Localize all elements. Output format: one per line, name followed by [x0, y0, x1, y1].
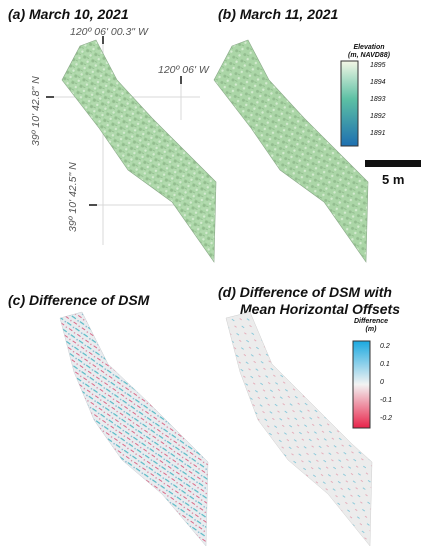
- elevation-colorbar: [340, 60, 359, 147]
- elevation-tick-1893: 1893: [370, 96, 386, 103]
- difference-tick-0: 0: [380, 379, 384, 386]
- scale-bar: [365, 160, 421, 167]
- difference-tick-neg-0-2: -0.2: [380, 415, 393, 422]
- difference-legend-title-line1: Difference: [353, 318, 389, 325]
- elevation-tick-1895: 1895: [370, 62, 386, 69]
- difference-colorbar: [352, 340, 371, 429]
- panel-d-title-line1: (d) Difference of DSM with: [218, 284, 392, 300]
- difference-legend-title-line2: (m): [365, 326, 377, 333]
- elevation-legend-title: Elevation (m, NAVD88): [334, 44, 404, 60]
- elevation-tick-1894: 1894: [370, 79, 386, 86]
- longitude-label-2: 120º 06' W: [158, 64, 209, 76]
- panel-a-title: (a) March 10, 2021: [8, 6, 129, 22]
- longitude-label-1: 120º 06' 00.3" W: [70, 26, 148, 38]
- panel-d-title-line2: Mean Horizontal Offsets: [240, 301, 400, 317]
- difference-tick-0-2: 0.2: [380, 343, 390, 350]
- scale-bar-label: 5 m: [382, 172, 405, 187]
- panel-b-title: (b) March 11, 2021: [218, 6, 339, 22]
- difference-tick-neg-0-1: -0.1: [380, 397, 393, 404]
- elevation-tick-1892: 1892: [370, 113, 386, 120]
- elevation-tick-1891: 1891: [370, 130, 386, 137]
- difference-tick-0-1: 0.1: [380, 361, 390, 368]
- difference-legend-title: Difference (m): [342, 318, 400, 334]
- panel-c-title: (c) Difference of DSM: [8, 292, 150, 308]
- elevation-legend-title-line1: Elevation: [353, 44, 385, 51]
- elevation-legend-title-line2: (m, NAVD88): [348, 52, 390, 59]
